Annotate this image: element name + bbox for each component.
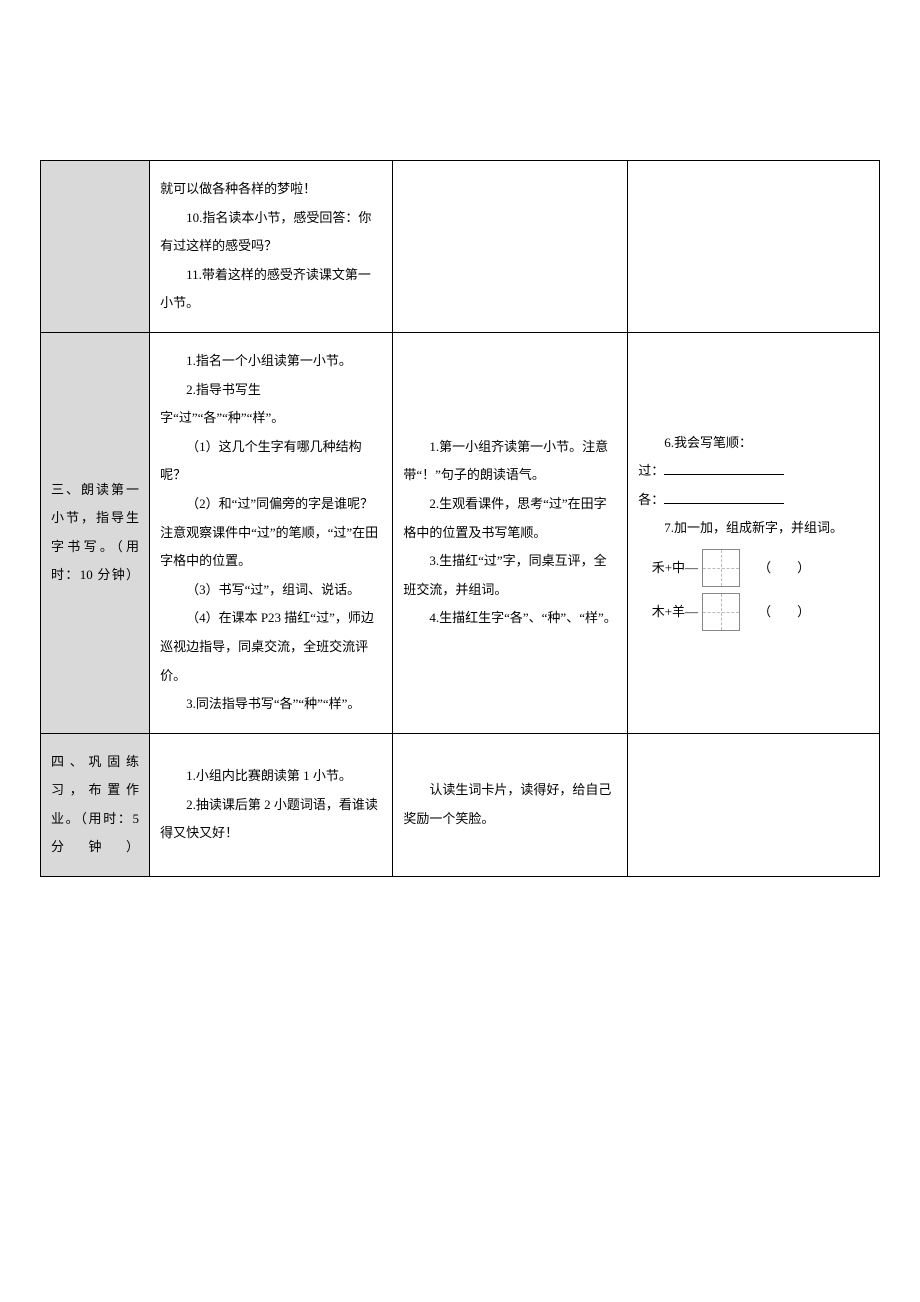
text: 7.加一加，组成新字，并组词。 <box>638 514 869 543</box>
text: （4）在课本 P23 描红“过”，师边巡视边指导，同桌交流，全班交流评价。 <box>160 604 382 690</box>
text: 4.生描红生字“各”、“种”、“样”。 <box>403 604 617 633</box>
text: 1.第一小组齐读第一小节。注意带“！”句子的朗读语气。 <box>403 433 617 490</box>
text: 就可以做各种各样的梦啦！ <box>160 175 382 204</box>
blank-line[interactable] <box>664 464 784 476</box>
row1-side <box>41 161 150 333</box>
row1-col4 <box>628 161 880 333</box>
text: （1）这几个生字有哪几种结构呢？ <box>160 433 382 490</box>
table-row: 四、巩固练习，布置作业。（用时：5 分钟） 1.小组内比赛朗读第 1 小节。 2… <box>41 733 880 876</box>
text: 3.生描红“过”字，同桌互评，全班交流，并组词。 <box>403 547 617 604</box>
text: （2）和“过”同偏旁的字是谁呢？注意观察课件中“过”的笔顺，“过”在田字格中的位… <box>160 490 382 576</box>
row3-col2: 1.小组内比赛朗读第 1 小节。 2.抽读课后第 2 小题词语，看谁读得又快又好… <box>150 733 393 876</box>
row2-col2: 1.指名一个小组读第一小节。 2.指导书写生字“过”“各”“种”“样”。 （1）… <box>150 332 393 733</box>
tianzige-box[interactable] <box>702 593 740 631</box>
table-row: 就可以做各种各样的梦啦！ 10.指名读本小节，感受回答：你有过这样的感受吗？ 1… <box>41 161 880 333</box>
text: 2.指导书写生字“过”“各”“种”“样”。 <box>160 376 382 433</box>
text: 1.小组内比赛朗读第 1 小节。 <box>160 762 382 791</box>
row3-side: 四、巩固练习，布置作业。（用时：5 分钟） <box>41 733 150 876</box>
text: 11.带着这样的感受齐读课文第一小节。 <box>160 261 382 318</box>
row3-col3: 认读生词卡片，读得好，给自己奖励一个笑脸。 <box>393 733 628 876</box>
text: （3）书写“过”，组词、说话。 <box>160 576 382 605</box>
stroke-blank-line: 各： <box>638 486 869 515</box>
text: 6.我会写笔顺： <box>638 429 869 458</box>
row2-col3: 1.第一小组齐读第一小节。注意带“！”句子的朗读语气。 2.生观看课件，思考“过… <box>393 332 628 733</box>
row2-side: 三、朗读第一小节，指导生字书写。（用时：10 分钟） <box>41 332 150 733</box>
combo-lead: 木+羊— <box>638 598 698 627</box>
row2-col4: 6.我会写笔顺： 过： 各： 7.加一加，组成新字，并组词。 禾+中— （） 木… <box>628 332 880 733</box>
combo-line: 木+羊— （） <box>638 593 869 631</box>
text: 10.指名读本小节，感受回答：你有过这样的感受吗？ <box>160 204 382 261</box>
tianzige-box[interactable] <box>702 549 740 587</box>
lesson-table: 就可以做各种各样的梦啦！ 10.指名读本小节，感受回答：你有过这样的感受吗？ 1… <box>40 160 880 877</box>
stroke-blank-line: 过： <box>638 457 869 486</box>
text: 2.抽读课后第 2 小题词语，看谁读得又快又好！ <box>160 791 382 848</box>
paren-blank[interactable]: （） <box>758 598 836 627</box>
table-row: 三、朗读第一小节，指导生字书写。（用时：10 分钟） 1.指名一个小组读第一小节… <box>41 332 880 733</box>
label: 各： <box>638 492 664 507</box>
text: 3.同法指导书写“各”“种”“样”。 <box>160 690 382 719</box>
row3-col4 <box>628 733 880 876</box>
combo-line: 禾+中— （） <box>638 549 869 587</box>
paren-blank[interactable]: （） <box>758 554 836 583</box>
row1-col2: 就可以做各种各样的梦啦！ 10.指名读本小节，感受回答：你有过这样的感受吗？ 1… <box>150 161 393 333</box>
text: 认读生词卡片，读得好，给自己奖励一个笑脸。 <box>403 776 617 833</box>
row1-col3 <box>393 161 628 333</box>
blank-line[interactable] <box>664 492 784 504</box>
text: 1.指名一个小组读第一小节。 <box>160 347 382 376</box>
text: 2.生观看课件，思考“过”在田字格中的位置及书写笔顺。 <box>403 490 617 547</box>
combo-lead: 禾+中— <box>638 554 698 583</box>
page: 就可以做各种各样的梦啦！ 10.指名读本小节，感受回答：你有过这样的感受吗？ 1… <box>0 0 920 917</box>
label: 过： <box>638 463 664 478</box>
